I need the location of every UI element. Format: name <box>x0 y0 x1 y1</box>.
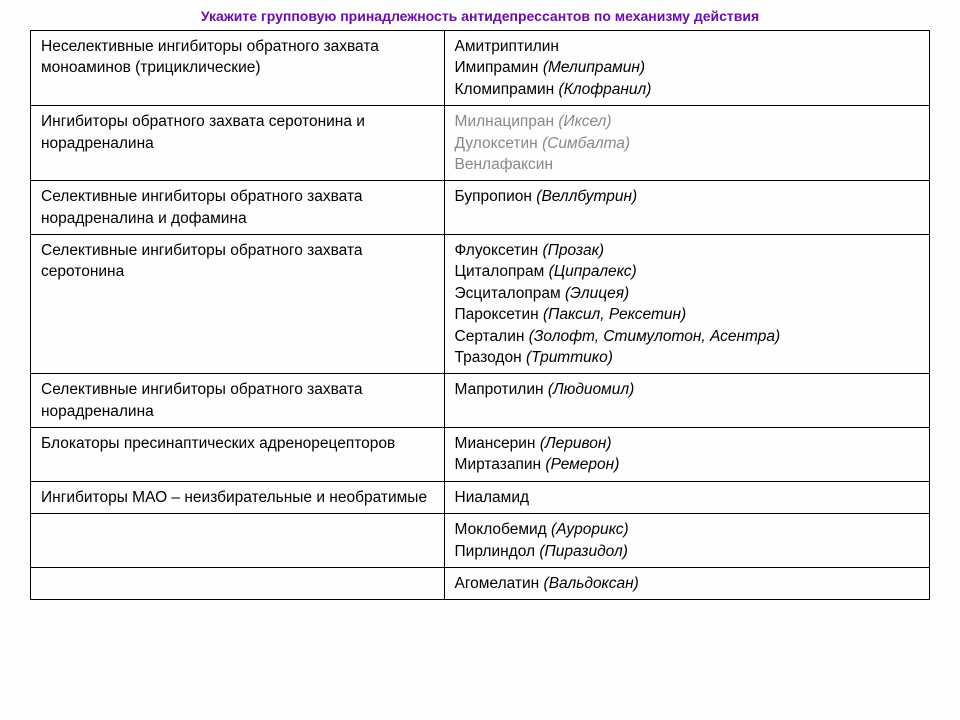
drug-name: Дулоксетин <box>455 135 538 152</box>
group-cell <box>31 567 445 599</box>
drug-name: Пароксетин <box>455 306 539 323</box>
drug-line: Имипрамин (Мелипрамин) <box>455 57 919 78</box>
drug-line: Миртазапин (Ремерон) <box>455 454 919 475</box>
table-row: Неселективные ингибиторы обратного захва… <box>31 31 930 106</box>
drug-line: Амитриптилин <box>455 36 919 57</box>
drug-line: Миансерин (Леривон) <box>455 433 919 454</box>
drug-brand: (Людиомил) <box>548 381 634 398</box>
table-body: Неселективные ингибиторы обратного захва… <box>31 31 930 600</box>
drug-name: Пирлиндол <box>455 543 536 560</box>
drug-line: Милнаципран (Иксел) <box>455 111 919 132</box>
drug-brand: (Золофт, Стимулотон, Асентра) <box>529 328 780 345</box>
drugs-cell: Бупропион (Веллбутрин) <box>444 181 929 235</box>
drug-brand: (Мелипрамин) <box>543 59 645 76</box>
drug-brand: (Ремерон) <box>545 456 619 473</box>
drug-name: Агомелатин <box>455 575 540 592</box>
drugs-cell: Моклобемид (Аурорикс)Пирлиндол (Пиразидо… <box>444 514 929 568</box>
drug-name: Миртазапин <box>455 456 542 473</box>
group-cell: Селективные ингибиторы обратного захвата… <box>31 235 445 374</box>
drug-brand: (Элицея) <box>565 285 629 302</box>
table-row: Блокаторы пресинаптических адренорецепто… <box>31 428 930 482</box>
drug-brand: (Клофранил) <box>559 81 652 98</box>
drug-brand: (Вальдоксан) <box>544 575 639 592</box>
drug-brand: (Триттико) <box>526 349 613 366</box>
drug-name: Кломипрамин <box>455 81 555 98</box>
group-cell: Ингибиторы обратного захвата серотонина … <box>31 106 445 181</box>
table-row: Селективные ингибиторы обратного захвата… <box>31 374 930 428</box>
drug-brand: (Паксил, Рексетин) <box>543 306 686 323</box>
drug-name: Ниаламид <box>455 489 530 506</box>
classification-table: Неселективные ингибиторы обратного захва… <box>30 30 930 600</box>
drugs-cell: Флуоксетин (Прозак)Циталопрам (Ципралекс… <box>444 235 929 374</box>
drug-line: Тразодон (Триттико) <box>455 347 919 368</box>
drug-name: Циталопрам <box>455 263 545 280</box>
drug-brand: (Иксел) <box>558 113 611 130</box>
drugs-cell: АмитриптилинИмипрамин (Мелипрамин)Кломип… <box>444 31 929 106</box>
group-cell: Неселективные ингибиторы обратного захва… <box>31 31 445 106</box>
table-row: Агомелатин (Вальдоксан) <box>31 567 930 599</box>
table-row: Ингибиторы МАО – неизбирательные и необр… <box>31 481 930 513</box>
drug-line: Серталин (Золофт, Стимулотон, Асентра) <box>455 326 919 347</box>
table-row: Моклобемид (Аурорикс)Пирлиндол (Пиразидо… <box>31 514 930 568</box>
drug-line: Пароксетин (Паксил, Рексетин) <box>455 304 919 325</box>
drug-name: Милнаципран <box>455 113 555 130</box>
table-row: Ингибиторы обратного захвата серотонина … <box>31 106 930 181</box>
drug-line: Эсциталопрам (Элицея) <box>455 283 919 304</box>
drug-line: Бупропион (Веллбутрин) <box>455 186 919 207</box>
drug-line: Пирлиндол (Пиразидол) <box>455 541 919 562</box>
drugs-cell: Ниаламид <box>444 481 929 513</box>
drug-name: Флуоксетин <box>455 242 539 259</box>
drug-line: Венлафаксин <box>455 154 919 175</box>
drugs-cell: Миансерин (Леривон)Миртазапин (Ремерон) <box>444 428 929 482</box>
drug-name: Серталин <box>455 328 525 345</box>
drug-line: Дулоксетин (Симбалта) <box>455 133 919 154</box>
group-cell: Селективные ингибиторы обратного захвата… <box>31 181 445 235</box>
drug-name: Моклобемид <box>455 521 547 538</box>
table-row: Селективные ингибиторы обратного захвата… <box>31 181 930 235</box>
drug-line: Циталопрам (Ципралекс) <box>455 261 919 282</box>
drug-brand: (Прозак) <box>542 242 604 259</box>
drug-brand: (Симбалта) <box>542 135 630 152</box>
group-cell: Селективные ингибиторы обратного захвата… <box>31 374 445 428</box>
drug-brand: (Ципралекс) <box>549 263 637 280</box>
drug-name: Эсциталопрам <box>455 285 561 302</box>
drug-line: Моклобемид (Аурорикс) <box>455 519 919 540</box>
drugs-cell: Мапротилин (Людиомил) <box>444 374 929 428</box>
page-title: Укажите групповую принадлежность антидеп… <box>30 8 930 24</box>
drugs-cell: Агомелатин (Вальдоксан) <box>444 567 929 599</box>
drug-name: Мапротилин <box>455 381 544 398</box>
drug-name: Миансерин <box>455 435 536 452</box>
drug-brand: (Леривон) <box>540 435 612 452</box>
drug-brand: (Пиразидол) <box>539 543 628 560</box>
drug-line: Флуоксетин (Прозак) <box>455 240 919 261</box>
group-cell: Ингибиторы МАО – неизбирательные и необр… <box>31 481 445 513</box>
drug-name: Имипрамин <box>455 59 539 76</box>
drug-brand: (Веллбутрин) <box>536 188 637 205</box>
group-cell <box>31 514 445 568</box>
drug-name: Бупропион <box>455 188 532 205</box>
drug-line: Кломипрамин (Клофранил) <box>455 79 919 100</box>
drug-line: Ниаламид <box>455 487 919 508</box>
drug-name: Амитриптилин <box>455 38 559 55</box>
drugs-cell: Милнаципран (Иксел)Дулоксетин (Симбалта)… <box>444 106 929 181</box>
drug-line: Агомелатин (Вальдоксан) <box>455 573 919 594</box>
drug-line: Мапротилин (Людиомил) <box>455 379 919 400</box>
group-cell: Блокаторы пресинаптических адренорецепто… <box>31 428 445 482</box>
drug-name: Венлафаксин <box>455 156 553 173</box>
drug-brand: (Аурорикс) <box>551 521 629 538</box>
table-row: Селективные ингибиторы обратного захвата… <box>31 235 930 374</box>
drug-name: Тразодон <box>455 349 522 366</box>
